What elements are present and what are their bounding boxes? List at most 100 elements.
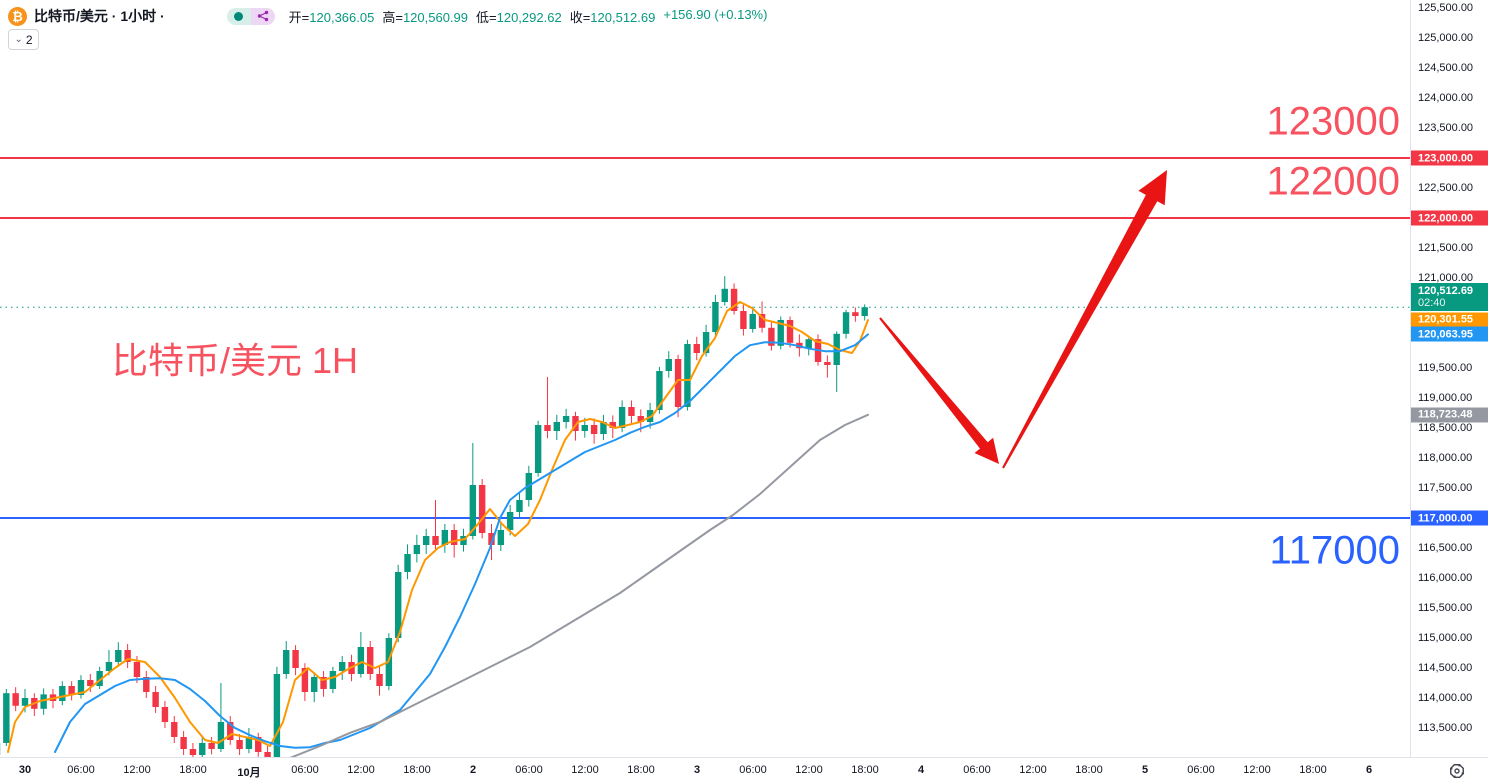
price-tick: 121,000.00 (1418, 272, 1474, 284)
time-axis[interactable]: 30 06:00 12:00 18:00 10月 06:00 12:00 18:00 2 06:0… (0, 757, 1488, 783)
projection-arrow-down[interactable] (879, 317, 999, 464)
axis-badge-ma-2: 118,723.48 (1411, 407, 1488, 423)
price-tick: 123,500.00 (1418, 122, 1474, 134)
object-tree-button[interactable]: ⌄ 2 (8, 29, 39, 50)
candle-body (292, 650, 299, 668)
time-tick: 18:00 (1075, 764, 1103, 776)
candle-body (357, 647, 365, 674)
price-tick: 125,000.00 (1418, 32, 1474, 44)
candle-body (665, 359, 672, 371)
axis-badge-ma-1: 120,063.95 (1411, 326, 1488, 342)
price-axis[interactable]: 125,500.00 125,000.00 124,500.00 124,000.00… (1410, 0, 1488, 757)
candle-body (217, 722, 225, 749)
price-tick: 114,000.00 (1418, 692, 1473, 704)
level-big-label-123000[interactable]: 123000 (1266, 99, 1400, 144)
price-tick: 118,500.00 (1418, 422, 1473, 434)
time-tick: 4 (917, 764, 925, 776)
price-tick: 124,000.00 (1418, 92, 1474, 104)
price-tick: 118,000.00 (1418, 452, 1473, 464)
time-tick: 12:00 (1019, 764, 1047, 776)
candle-body (133, 662, 141, 677)
level-big-label-117000[interactable]: 117000 (1269, 528, 1400, 573)
candle-body (488, 533, 495, 545)
chevron-down-icon: ⌄ (14, 34, 23, 45)
candle-body (245, 737, 253, 749)
candle-body (721, 288, 728, 302)
candle-body (478, 485, 486, 533)
candle-body (609, 422, 616, 428)
candle-body (422, 536, 430, 545)
ma-fast-orange (7, 301, 869, 753)
time-tick: 10月 (237, 767, 261, 779)
candle-body (534, 425, 542, 473)
candle-body (199, 743, 206, 755)
candle-body (3, 693, 10, 743)
candle-body (59, 686, 66, 701)
object-count: 2 (25, 32, 33, 47)
time-tick: 06:00 (67, 764, 95, 776)
time-tick: 18:00 (179, 764, 207, 776)
time-tick: 06:00 (963, 764, 991, 776)
chart-canvas[interactable] (0, 0, 1410, 757)
time-tick: 5 (1141, 764, 1149, 776)
axis-badge-current-price: 120,512.69 02:40 (1411, 283, 1488, 312)
candle-body (852, 312, 859, 317)
candle-body (441, 530, 449, 545)
candle-body (749, 314, 756, 329)
candle-body (255, 737, 262, 752)
axis-badge-level-122000: 122,000.00 (1411, 210, 1488, 226)
candle-body (40, 694, 47, 709)
candle-body (600, 422, 607, 434)
time-tick: 12:00 (347, 764, 375, 776)
candle-body (161, 707, 169, 722)
candle-body (450, 530, 458, 545)
candle-body (460, 536, 467, 545)
candle-body (656, 371, 663, 410)
time-tick: 06:00 (739, 764, 767, 776)
candle-body (180, 737, 187, 749)
price-tick: 125,500.00 (1418, 2, 1474, 14)
axis-badge-level-117000: 117,000.00 (1411, 510, 1488, 526)
candle-body (618, 407, 626, 428)
candle-body (432, 536, 439, 545)
symbol-title[interactable]: 比特币/美元 · 1小时 · (34, 8, 165, 24)
level-big-label-122000[interactable]: 122000 (1266, 159, 1400, 204)
candle-body (77, 680, 85, 695)
time-tick: 18:00 (851, 764, 879, 776)
axis-badge-ma-0: 120,301.55 (1411, 312, 1488, 328)
candle-body (264, 752, 271, 757)
chart-text-annotation[interactable]: 比特币/美元 1H (112, 340, 359, 381)
price-tick: 115,500.00 (1418, 602, 1473, 614)
time-tick: 30 (18, 764, 32, 776)
candle-body (21, 698, 29, 706)
price-tick: 116,000.00 (1418, 572, 1473, 584)
candle-body (768, 327, 775, 346)
status-dot-pill[interactable] (226, 7, 251, 25)
time-tick: 2 (469, 764, 477, 776)
candle-body (805, 339, 812, 349)
candle-body (152, 692, 159, 707)
candle-body (469, 485, 477, 536)
btc-icon: ₿ (8, 6, 27, 26)
ma-slow-gray (289, 413, 869, 757)
chart-header: ₿ 比特币/美元 · 1小时 · 开=120,366.05 高=120,560.9… (8, 5, 775, 27)
candle-body (339, 662, 346, 671)
candle-body (68, 686, 75, 695)
axis-badge-level-123000: 123,000.00 (1411, 150, 1488, 166)
axis-settings-gear-icon[interactable] (1447, 761, 1467, 781)
price-tick: 115,000.00 (1418, 632, 1473, 644)
share-pill[interactable] (250, 7, 275, 25)
ma-mid-blue (54, 333, 869, 753)
share-icon (257, 10, 268, 22)
candle-body (12, 693, 19, 706)
candle-body (637, 416, 644, 422)
candle-body (730, 288, 738, 311)
candle-body (283, 650, 290, 674)
price-tick: 113,500.00 (1418, 722, 1473, 734)
candle-body (497, 530, 505, 545)
price-tick: 124,500.00 (1418, 62, 1474, 74)
price-tick: 119,000.00 (1418, 392, 1473, 404)
projection-arrow-up[interactable] (1002, 170, 1167, 469)
candle-body (96, 671, 103, 686)
